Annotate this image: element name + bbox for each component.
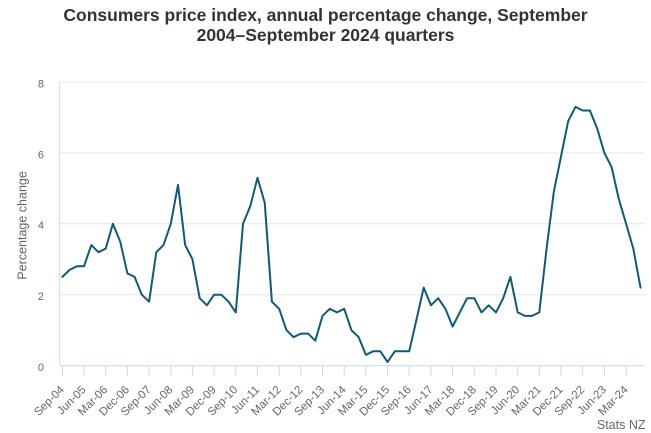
svg-text:2: 2 [38, 291, 44, 303]
svg-text:0: 0 [38, 362, 44, 374]
svg-text:Stats NZ: Stats NZ [597, 418, 646, 432]
svg-text:8: 8 [38, 79, 44, 91]
svg-text:4: 4 [38, 220, 44, 232]
svg-text:Percentage change: Percentage change [16, 171, 30, 279]
svg-text:6: 6 [38, 149, 44, 161]
